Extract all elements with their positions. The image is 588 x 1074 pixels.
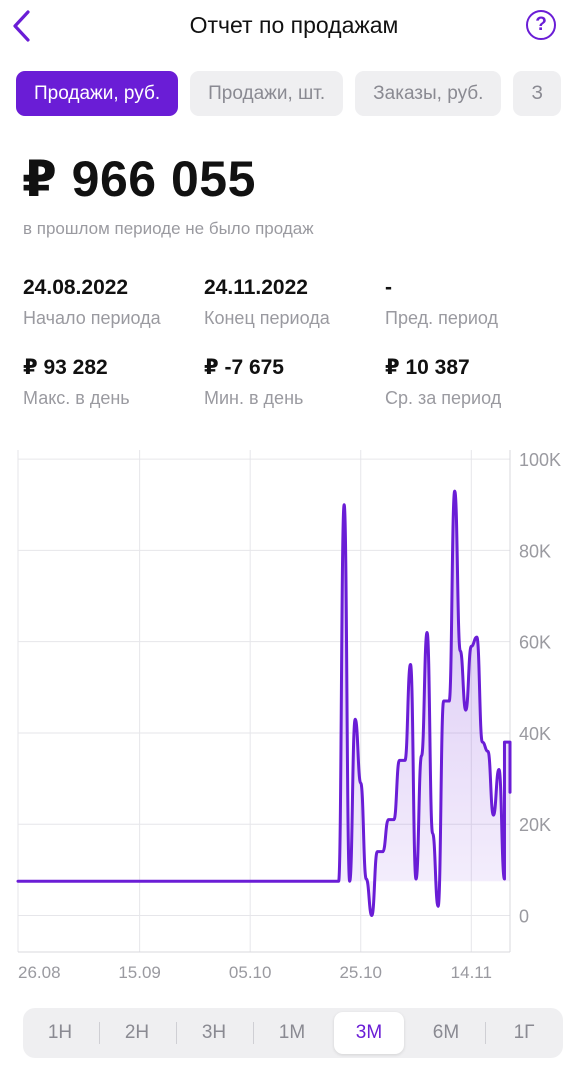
stat-start-value: 24.08.2022 [23, 276, 129, 299]
stat-max: ₽ 93 282 Макс. в день [23, 355, 203, 409]
y-tick-label: 80K [519, 541, 551, 561]
sales-line [16, 489, 512, 917]
period-divider [485, 1022, 486, 1044]
sales-area-fill [18, 491, 510, 916]
tab-sales-rub[interactable]: Продажи, руб. [16, 71, 179, 116]
stat-min-label: Мин. в день [204, 388, 304, 408]
stat-avg-label: Ср. за период [385, 388, 502, 408]
y-tick-label: 100K [519, 450, 561, 470]
help-icon[interactable]: ? [526, 10, 556, 40]
comparison-note: в прошлом периоде не было продаж [23, 219, 314, 238]
period-divider [99, 1022, 100, 1044]
x-tick-label: 26.08 [18, 963, 61, 982]
period-6m[interactable]: 6М [432, 1022, 460, 1043]
sales-chart[interactable]: 100K 80K 60K 40K 20K 0 26.08 15.09 05.10 25.10 14.… [0, 440, 588, 985]
stat-prev: - Пред. период [385, 276, 565, 329]
stat-prev-value: - [385, 276, 392, 299]
tab-sales-pcs[interactable]: Продажи, шт. [190, 71, 344, 116]
period-1y[interactable]: 1Г [513, 1022, 535, 1043]
period-2w[interactable]: 2Н [124, 1022, 150, 1043]
chevron-left-icon [13, 10, 30, 42]
stat-start-label: Начало периода [23, 308, 161, 328]
header: Отчет по продажам ? [0, 0, 588, 56]
period-divider [176, 1022, 177, 1044]
total-sales-value: ₽ 966 055 [22, 151, 256, 207]
stat-prev-label: Пред. период [385, 308, 499, 328]
stat-min-value: ₽ -7 675 [204, 356, 284, 379]
metric-tabs: Продажи, руб. Продажи, шт. Заказы, руб. З [16, 71, 573, 117]
stat-start: 24.08.2022 Начало периода [23, 276, 203, 329]
stat-max-label: Макс. в день [23, 388, 130, 408]
page-title: Отчет по продажам [189, 12, 399, 38]
stat-avg: ₽ 10 387 Ср. за период [385, 355, 565, 409]
stat-end-label: Конец периода [204, 308, 330, 328]
period-1m[interactable]: 1М [278, 1022, 306, 1043]
back-button[interactable] [6, 6, 40, 46]
stat-end-value: 24.11.2022 [204, 276, 308, 299]
x-tick-label: 15.09 [118, 963, 161, 982]
sales-chart-svg: 100K 80K 60K 40K 20K 0 26.08 15.09 05.10 25.10 14.… [16, 450, 561, 982]
tab-orders-rub[interactable]: Заказы, руб. [355, 71, 502, 116]
period-3m[interactable]: 3М [334, 1012, 404, 1054]
tab-more[interactable]: З [513, 71, 561, 116]
stat-avg-value: ₽ 10 387 [385, 356, 470, 379]
period-divider [253, 1022, 254, 1044]
stat-min: ₽ -7 675 Мин. в день [204, 355, 384, 409]
x-tick-label: 25.10 [339, 963, 382, 982]
period-selector: 1Н 2Н 3Н 1М 3М 6М 1Г [23, 1008, 563, 1058]
stat-end: 24.11.2022 Конец периода [204, 276, 384, 329]
y-tick-label: 0 [519, 906, 529, 926]
period-3w[interactable]: 3Н [201, 1022, 227, 1043]
y-tick-label: 20K [519, 815, 551, 835]
stat-max-value: ₽ 93 282 [23, 356, 108, 379]
y-tick-label: 60K [519, 633, 551, 653]
period-1w[interactable]: 1Н [47, 1022, 73, 1043]
x-tick-label: 05.10 [229, 963, 272, 982]
y-tick-label: 40K [519, 724, 551, 744]
x-tick-label: 14.11 [451, 963, 492, 982]
